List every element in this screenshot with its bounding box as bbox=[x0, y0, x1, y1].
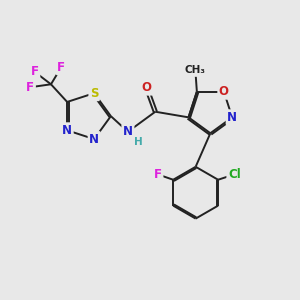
Text: O: O bbox=[142, 81, 152, 94]
Text: H: H bbox=[134, 137, 143, 147]
Text: N: N bbox=[89, 133, 99, 146]
Text: F: F bbox=[26, 81, 34, 94]
Text: Cl: Cl bbox=[228, 168, 241, 181]
Text: N: N bbox=[227, 111, 237, 124]
Text: N: N bbox=[123, 125, 133, 138]
Text: F: F bbox=[31, 65, 39, 78]
Text: S: S bbox=[90, 87, 98, 100]
Text: O: O bbox=[219, 85, 229, 98]
Text: CH₃: CH₃ bbox=[185, 65, 206, 76]
Text: N: N bbox=[62, 124, 72, 137]
Text: F: F bbox=[154, 168, 162, 181]
Text: F: F bbox=[57, 61, 65, 74]
